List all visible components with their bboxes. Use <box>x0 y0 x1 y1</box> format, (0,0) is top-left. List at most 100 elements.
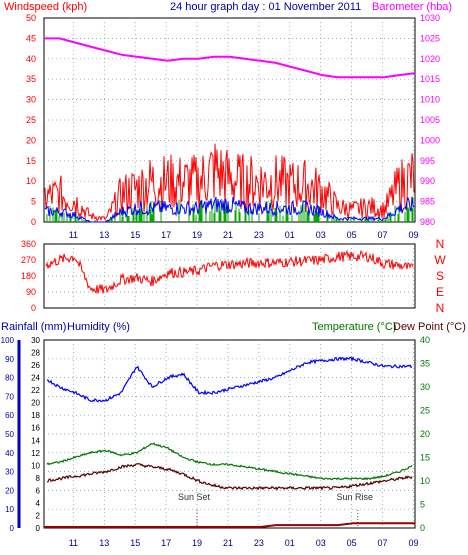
humidity-axis-title: Humidity (%) <box>67 321 130 333</box>
windspeed-y-tick: 35 <box>26 74 36 84</box>
temperature-y-tick: 20 <box>420 429 430 439</box>
barometer-y-tick: 990 <box>420 176 435 186</box>
direction-y-tick: 270 <box>21 255 36 265</box>
rain-y-tick: 50 <box>5 430 14 439</box>
humidity-y-tick: 0 <box>36 524 41 533</box>
dewpoint-axis-title: Dew Point (°C) <box>393 321 466 333</box>
temp-humidity-panel: 0102030405060708090100024681012141618202… <box>1 335 430 548</box>
humidity-y-tick: 8 <box>36 474 41 483</box>
windspeed-y-tick: 40 <box>26 54 36 64</box>
compass-label: E <box>436 285 444 299</box>
windspeed-y-tick: 10 <box>26 176 36 186</box>
compass-label: S <box>436 269 444 283</box>
barometer-y-tick: 1015 <box>420 74 440 84</box>
panel1-x-tick: 11 <box>69 230 78 240</box>
humidity-y-tick: 6 <box>36 486 41 495</box>
barometer-y-tick: 985 <box>420 197 435 207</box>
temperature-y-tick: 5 <box>420 500 425 510</box>
humidity-y-tick: 12 <box>31 449 40 458</box>
chart-title: 24 hour graph day : 01 November 2011 <box>170 1 361 13</box>
panel1-x-tick: 21 <box>223 230 233 240</box>
wind-gust-line <box>44 143 415 222</box>
humidity-y-tick: 16 <box>31 424 40 433</box>
rain-y-tick: 70 <box>5 392 14 401</box>
barometer-y-tick: 1005 <box>420 115 440 125</box>
panel3-x-tick: 21 <box>223 538 233 548</box>
rain-y-tick: 10 <box>5 505 14 514</box>
wind-barometer-panel: 0510152025303540455098098599099510001005… <box>26 13 440 240</box>
compass-label: N <box>436 237 445 251</box>
barometer-y-tick: 980 <box>420 217 435 227</box>
windspeed-y-tick: 25 <box>26 115 36 125</box>
panel3-x-tick: 19 <box>192 538 202 548</box>
temperature-axis-title: Temperature (°C) <box>312 321 396 333</box>
temperature-y-tick: 30 <box>420 382 430 392</box>
direction-y-tick: 90 <box>26 287 36 297</box>
temperature-y-tick: 10 <box>420 476 430 486</box>
barometer-y-tick: 1010 <box>420 95 440 105</box>
panel3-x-tick: 09 <box>408 538 418 548</box>
rainfall-axis-title: Rainfall (mm) <box>1 321 66 333</box>
windspeed-y-tick: 45 <box>26 33 36 43</box>
humidity-y-tick: 20 <box>31 399 40 408</box>
temperature-y-tick: 25 <box>420 406 430 416</box>
humidity-y-tick: 28 <box>31 349 40 358</box>
humidity-y-tick: 14 <box>31 436 40 445</box>
barometer-y-tick: 1020 <box>420 54 440 64</box>
humidity-y-tick: 30 <box>31 336 40 345</box>
humidity-y-tick: 18 <box>31 411 40 420</box>
rain-y-tick: 60 <box>5 411 14 420</box>
panel1-x-tick: 05 <box>347 230 357 240</box>
barometer-y-tick: 1000 <box>420 135 440 145</box>
temperature-y-tick: 0 <box>420 523 425 533</box>
compass-label: N <box>436 301 445 315</box>
windspeed-y-tick: 15 <box>26 156 36 166</box>
humidity-y-tick: 22 <box>31 386 40 395</box>
panel1-x-tick: 17 <box>161 230 171 240</box>
humidity-y-tick: 26 <box>31 361 40 370</box>
panel3-x-tick: 03 <box>316 538 326 548</box>
dewpoint-line <box>47 463 413 491</box>
panel3-x-tick: 11 <box>69 538 78 548</box>
panel3-x-tick: 15 <box>130 538 140 548</box>
wind-speed-line <box>44 196 415 223</box>
rain-y-tick: 0 <box>10 524 15 533</box>
panel1-x-tick: 03 <box>316 230 326 240</box>
rain-y-tick: 80 <box>5 374 14 383</box>
panel1-x-tick: 07 <box>378 230 388 240</box>
humidity-y-tick: 10 <box>31 461 40 470</box>
windspeed-y-tick: 5 <box>31 197 36 207</box>
panel3-x-tick: 01 <box>285 538 295 548</box>
sun-annotation: Sun Rise <box>337 492 374 502</box>
direction-y-tick: 0 <box>31 303 36 313</box>
panel3-x-tick: 13 <box>99 538 109 548</box>
rain-y-tick: 100 <box>1 336 15 345</box>
rain-y-tick: 40 <box>5 449 14 458</box>
barometer-y-tick: 1025 <box>420 33 440 43</box>
panel3-x-tick: 23 <box>254 538 264 548</box>
panel3-x-tick: 07 <box>378 538 388 548</box>
barometer-axis-title: Barometer (hba) <box>372 1 452 13</box>
humidity-y-tick: 4 <box>36 499 41 508</box>
panel1-x-tick: 15 <box>130 230 140 240</box>
panel1-x-tick: 13 <box>99 230 109 240</box>
panel1-x-tick: 01 <box>285 230 295 240</box>
panel1-x-tick: 19 <box>192 230 202 240</box>
windspeed-y-tick: 0 <box>31 217 36 227</box>
sun-annotation: Sun Set <box>178 492 211 502</box>
direction-y-tick: 180 <box>21 271 36 281</box>
panel3-x-tick: 17 <box>161 538 171 548</box>
barometer-line <box>44 37 416 79</box>
panel1-x-tick: 09 <box>408 230 418 240</box>
temperature-line <box>46 442 413 481</box>
direction-y-tick: 360 <box>21 239 36 249</box>
humidity-y-tick: 24 <box>31 374 40 383</box>
panel2-frame <box>43 243 416 309</box>
temperature-y-tick: 35 <box>420 359 430 369</box>
panel3-x-tick: 05 <box>347 538 357 548</box>
windspeed-y-tick: 50 <box>26 13 36 23</box>
rain-y-tick: 20 <box>5 486 14 495</box>
humidity-y-tick: 2 <box>36 511 41 520</box>
